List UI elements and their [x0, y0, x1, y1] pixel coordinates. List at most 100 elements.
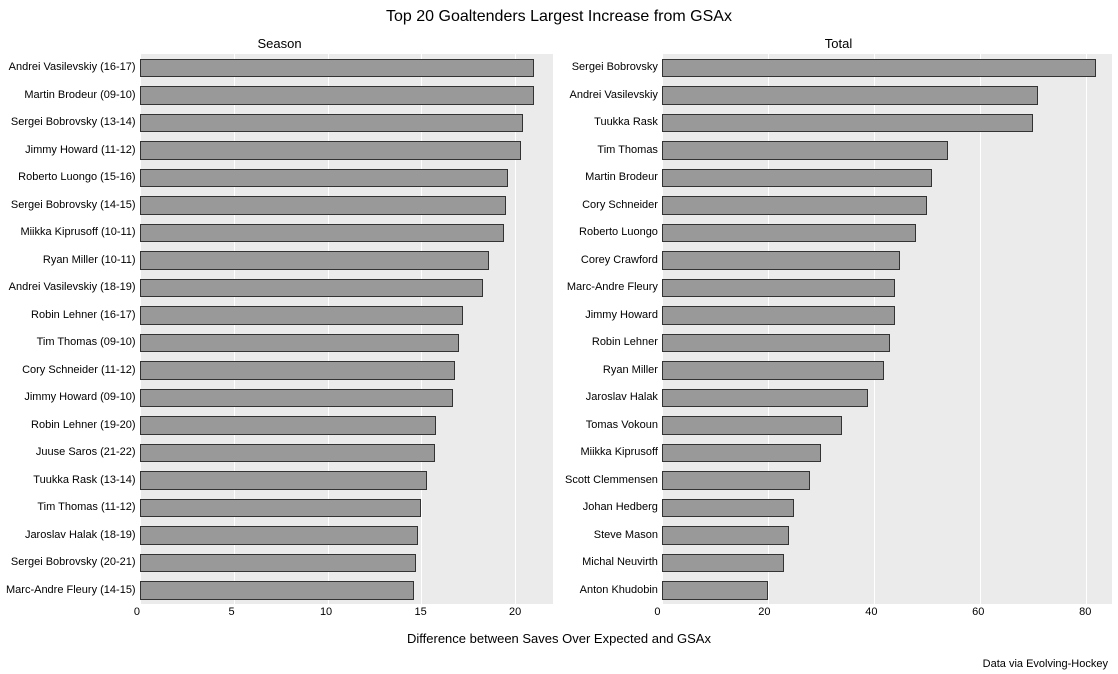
y-axis-label: Cory Schneider [565, 200, 658, 211]
x-tick-label: 40 [865, 606, 877, 618]
bar [662, 251, 900, 270]
bar-slot [662, 166, 1112, 189]
bar [140, 306, 463, 325]
bar-slot [662, 84, 1112, 107]
bar-slot [662, 331, 1112, 354]
y-axis-label: Robin Lehner [565, 337, 658, 348]
bar-slot [140, 111, 553, 134]
bar-slot [662, 304, 1112, 327]
y-axis-label: Ryan Miller (10-11) [6, 255, 136, 266]
bar-slot [140, 496, 553, 519]
y-axis-label: Jimmy Howard (09-10) [6, 392, 136, 403]
bar-slot [140, 386, 553, 409]
y-axis-label: Tim Thomas (11-12) [6, 502, 136, 513]
y-axis-label: Sergei Bobrovsky (20-21) [6, 557, 136, 568]
bar [662, 59, 1096, 78]
y-axis-label: Tomas Vokoun [565, 420, 658, 431]
y-axis-label: Sergei Bobrovsky (14-15) [6, 200, 136, 211]
bar-slot [662, 56, 1112, 79]
bar-slot [662, 496, 1112, 519]
y-axis-label: Martin Brodeur [565, 172, 658, 183]
y-axis-label: Cory Schneider (11-12) [6, 365, 136, 376]
y-axis-label: Scott Clemmensen [565, 475, 658, 486]
bar-slot [140, 304, 553, 327]
bars-region [140, 54, 553, 604]
bar-slot [140, 524, 553, 547]
bar [140, 444, 435, 463]
y-axis-label: Jaroslav Halak [565, 392, 658, 403]
plot-area: Andrei Vasilevskiy (16-17) Martin Brodeur… [6, 54, 553, 604]
bar-slot [662, 551, 1112, 574]
panel: Season Andrei Vasilevskiy (16-17) Martin B… [0, 34, 559, 624]
bars-region [662, 54, 1112, 604]
bar-slot [662, 579, 1112, 602]
panels-container: Season Andrei Vasilevskiy (16-17) Martin B… [0, 34, 1118, 624]
bar [140, 389, 454, 408]
bar [662, 361, 884, 380]
bar-slot [662, 441, 1112, 464]
bar [140, 59, 535, 78]
y-axis-label: Miikka Kiprusoff (10-11) [6, 227, 136, 238]
bar [662, 444, 821, 463]
bar [662, 169, 932, 188]
bar-slot [662, 111, 1112, 134]
x-axis: Andrei Vasilevskiy020406080 [565, 604, 1112, 624]
bar [140, 196, 506, 215]
panel-title: Season [6, 34, 553, 54]
bar [140, 279, 484, 298]
bar [140, 416, 437, 435]
bar-slot [140, 414, 553, 437]
y-axis-label: Jimmy Howard [565, 310, 658, 321]
bar [140, 526, 418, 545]
bar [140, 114, 523, 133]
y-axis-label: Robin Lehner (16-17) [6, 310, 136, 321]
x-tick-label: 5 [228, 606, 234, 618]
plot-area: Sergei BobrovskyAndrei VasilevskiyTuukka… [565, 54, 1112, 604]
bar-slot [140, 56, 553, 79]
y-axis-label: Andrei Vasilevskiy (16-17) [6, 62, 136, 73]
bar-slot [140, 331, 553, 354]
x-tick-label: 15 [415, 606, 427, 618]
bar-slot [662, 469, 1112, 492]
bar-slot [140, 579, 553, 602]
figure: Top 20 Goaltenders Largest Increase from… [0, 0, 1118, 674]
bar-slot [140, 469, 553, 492]
bar [662, 279, 895, 298]
bar [662, 141, 948, 160]
bar [662, 196, 927, 215]
bar [662, 114, 1033, 133]
bar-slot [140, 249, 553, 272]
y-axis-label: Martin Brodeur (09-10) [6, 90, 136, 101]
bar-slot [140, 221, 553, 244]
bar [662, 224, 916, 243]
bar [662, 499, 794, 518]
bar [662, 416, 842, 435]
bar [662, 526, 789, 545]
y-axis-label: Anton Khudobin [565, 585, 658, 596]
bar-slot [140, 276, 553, 299]
y-axis-label: Corey Crawford [565, 255, 658, 266]
bar [140, 251, 490, 270]
y-axis-label: Michal Neuvirth [565, 557, 658, 568]
y-axis-label: Andrei Vasilevskiy [565, 90, 658, 101]
y-axis-label: Steve Mason [565, 530, 658, 541]
x-tick-label: 0 [654, 606, 660, 618]
y-axis-label: Andrei Vasilevskiy (18-19) [6, 282, 136, 293]
bar-slot [662, 524, 1112, 547]
bar [140, 554, 416, 573]
y-axis-label: Jaroslav Halak (18-19) [6, 530, 136, 541]
bar-slot [140, 551, 553, 574]
y-axis-labels: Andrei Vasilevskiy (16-17) Martin Brodeur… [6, 54, 140, 604]
y-axis-label: Sergei Bobrovsky (13-14) [6, 117, 136, 128]
x-tick-label: 20 [758, 606, 770, 618]
bars-stack [140, 54, 553, 604]
bar [140, 334, 459, 353]
y-axis-label: Marc-Andre Fleury (14-15) [6, 585, 136, 596]
bar [662, 306, 895, 325]
x-tick-label: 20 [509, 606, 521, 618]
x-tick-label: 0 [134, 606, 140, 618]
bar [662, 389, 868, 408]
bar-slot [662, 276, 1112, 299]
bar [140, 581, 414, 600]
y-axis-label: Miikka Kiprusoff [565, 447, 658, 458]
